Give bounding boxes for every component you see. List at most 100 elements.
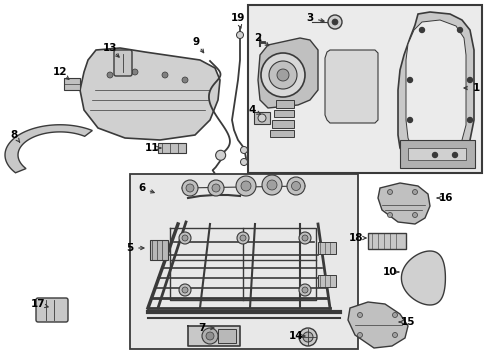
Circle shape — [202, 328, 218, 344]
Polygon shape — [378, 183, 430, 224]
Circle shape — [467, 77, 472, 82]
Polygon shape — [80, 48, 220, 140]
Circle shape — [408, 77, 413, 82]
Circle shape — [241, 181, 251, 191]
Text: 9: 9 — [193, 37, 199, 47]
Text: 6: 6 — [138, 183, 146, 193]
Circle shape — [262, 175, 282, 195]
Circle shape — [237, 31, 244, 39]
Circle shape — [388, 212, 392, 217]
Circle shape — [302, 287, 308, 293]
Bar — [218, 329, 236, 343]
Circle shape — [258, 114, 266, 122]
Bar — [368, 233, 406, 249]
Bar — [274, 110, 294, 117]
Text: 8: 8 — [10, 130, 18, 140]
Circle shape — [206, 332, 214, 340]
Circle shape — [241, 158, 247, 166]
Circle shape — [358, 312, 363, 318]
Circle shape — [216, 150, 226, 160]
Circle shape — [182, 180, 198, 196]
Circle shape — [292, 181, 300, 190]
Bar — [270, 130, 294, 137]
Circle shape — [186, 184, 194, 192]
Circle shape — [179, 232, 191, 244]
Text: 4: 4 — [248, 105, 256, 115]
Text: 12: 12 — [53, 67, 67, 77]
Circle shape — [299, 284, 311, 296]
Polygon shape — [398, 12, 474, 165]
Circle shape — [179, 284, 191, 296]
Circle shape — [261, 53, 305, 97]
Polygon shape — [406, 20, 466, 155]
Circle shape — [182, 77, 188, 83]
Text: 17: 17 — [31, 299, 45, 309]
Circle shape — [299, 232, 311, 244]
Text: 7: 7 — [198, 323, 206, 333]
Circle shape — [303, 332, 313, 342]
Bar — [248, 5, 482, 173]
Circle shape — [452, 153, 458, 158]
Polygon shape — [258, 38, 318, 108]
Circle shape — [132, 69, 138, 75]
Text: 16: 16 — [439, 193, 453, 203]
Text: 11: 11 — [145, 143, 159, 153]
Polygon shape — [348, 302, 408, 348]
Text: 15: 15 — [401, 317, 415, 327]
Circle shape — [236, 176, 256, 196]
Text: 14: 14 — [289, 331, 303, 341]
Bar — [276, 100, 294, 108]
Circle shape — [240, 235, 246, 241]
Circle shape — [299, 328, 317, 346]
Circle shape — [413, 212, 417, 217]
Circle shape — [287, 177, 305, 195]
Polygon shape — [150, 240, 168, 260]
Circle shape — [182, 287, 188, 293]
Circle shape — [107, 72, 113, 78]
Circle shape — [277, 69, 289, 81]
Bar — [318, 275, 336, 287]
Circle shape — [241, 147, 247, 153]
Circle shape — [269, 61, 297, 89]
Circle shape — [392, 333, 397, 338]
Circle shape — [237, 232, 249, 244]
Polygon shape — [400, 140, 475, 168]
Bar — [254, 112, 270, 124]
Circle shape — [392, 312, 397, 318]
Text: 10: 10 — [383, 267, 397, 277]
Circle shape — [208, 180, 224, 196]
Circle shape — [328, 15, 342, 29]
Circle shape — [182, 235, 188, 241]
Circle shape — [458, 27, 463, 32]
Circle shape — [267, 180, 277, 190]
Circle shape — [332, 19, 338, 25]
Text: 3: 3 — [306, 13, 314, 23]
Bar — [130, 174, 358, 349]
Polygon shape — [5, 125, 92, 173]
Polygon shape — [401, 251, 445, 305]
Circle shape — [413, 189, 417, 194]
Bar — [272, 120, 294, 128]
FancyBboxPatch shape — [114, 50, 132, 76]
Polygon shape — [408, 148, 466, 160]
Text: 18: 18 — [349, 233, 363, 243]
Circle shape — [408, 117, 413, 122]
Bar — [158, 143, 186, 153]
Text: 19: 19 — [231, 13, 245, 23]
Circle shape — [419, 27, 424, 32]
Circle shape — [388, 189, 392, 194]
Circle shape — [467, 117, 472, 122]
Bar — [318, 242, 336, 254]
Bar — [64, 78, 80, 90]
Text: 2: 2 — [254, 33, 262, 43]
FancyBboxPatch shape — [36, 298, 68, 322]
Circle shape — [212, 184, 220, 192]
Polygon shape — [325, 50, 378, 123]
Circle shape — [162, 72, 168, 78]
Text: 13: 13 — [103, 43, 117, 53]
Text: 5: 5 — [126, 243, 134, 253]
Circle shape — [302, 235, 308, 241]
Circle shape — [433, 153, 438, 158]
Circle shape — [358, 333, 363, 338]
Text: 1: 1 — [472, 83, 480, 93]
